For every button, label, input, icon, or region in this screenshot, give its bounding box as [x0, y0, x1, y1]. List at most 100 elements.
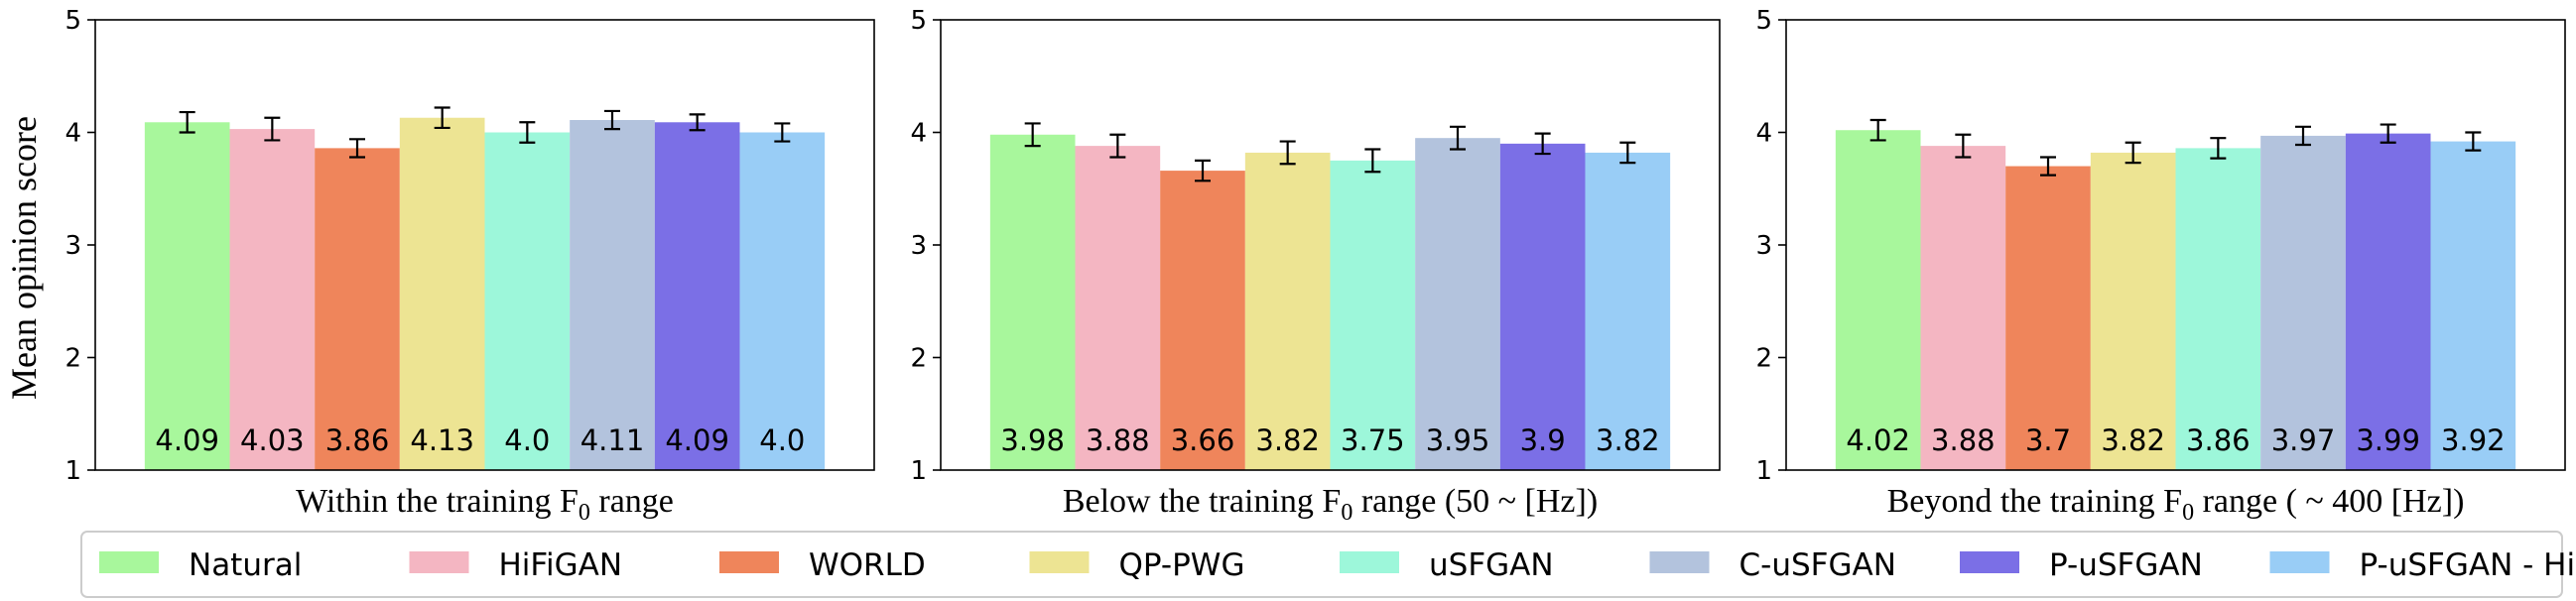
- error-bar: [1869, 118, 1886, 142]
- data-label: 3.82: [1596, 423, 1660, 457]
- y-axis-title: Mean opinion score: [4, 116, 44, 400]
- data-label: 4.09: [155, 423, 219, 457]
- legend-swatch: [409, 551, 469, 573]
- legend-label: C-uSFGAN: [1739, 547, 1896, 583]
- panel-2: 3.98 3.88 3.66 3.82 3.75 3.95 3.9 3.82 1 2 3 4 5 Belo…: [910, 6, 1721, 526]
- bar: [570, 120, 655, 470]
- error-bar: [2380, 123, 2396, 144]
- legend-entry: C-uSFGAN: [1649, 547, 1896, 583]
- error-bar: [519, 121, 536, 144]
- data-label: 3.82: [2101, 423, 2165, 457]
- bar: [144, 122, 230, 470]
- y-tick-label: 2: [910, 344, 927, 374]
- legend-swatch: [1340, 551, 1399, 573]
- error-bar: [2465, 131, 2482, 152]
- data-label: 4.09: [665, 423, 729, 457]
- bar: [229, 129, 316, 470]
- bar: [315, 148, 400, 470]
- bar: [2005, 166, 2091, 471]
- error-bar: [264, 116, 281, 142]
- error-bar: [1364, 148, 1381, 174]
- bar: [739, 132, 826, 470]
- x-axis-title: Beyond the training F0 range ( ~ 400 [Hz…: [1887, 483, 2465, 526]
- data-label: 3.98: [1000, 423, 1065, 457]
- data-label: 4.11: [580, 423, 645, 457]
- legend-label: Natural: [189, 547, 302, 583]
- legend-label: QP-PWG: [1119, 547, 1245, 583]
- data-label: 3.86: [2186, 423, 2251, 457]
- bar: [1244, 152, 1331, 470]
- chart-panels: 4.09 4.03 3.86 4.13 4.0 4.11 4.09 4.0 1 2 3 4 5 Withi…: [64, 6, 2566, 526]
- legend-entry: Natural: [99, 547, 302, 583]
- legend-swatch: [1029, 551, 1090, 573]
- legend-entry: P-uSFGAN - HiFi-D: [2269, 547, 2576, 583]
- legend-entry: P-uSFGAN: [1960, 547, 2203, 583]
- error-bar: [1279, 140, 1296, 166]
- bar: [1835, 130, 1921, 471]
- panel-1: 4.09 4.03 3.86 4.13 4.0 4.11 4.09 4.0 1 2 3 4 5 Withi…: [64, 6, 875, 526]
- error-bar: [1955, 133, 1972, 159]
- y-tick-label: 4: [910, 119, 927, 149]
- error-bar: [1619, 141, 1636, 165]
- bar: [1920, 146, 2006, 470]
- bar: [1330, 160, 1416, 470]
- bar: [2090, 152, 2176, 470]
- legend: Natural HiFiGAN WORLD QP-PWG uSFGAN C-uSFGAN P…: [80, 531, 2576, 598]
- error-bar: [2294, 125, 2311, 147]
- error-bar: [1534, 132, 1551, 156]
- error-bar: [603, 109, 620, 131]
- error-bar: [2125, 141, 2141, 165]
- data-label: 3.82: [1255, 423, 1320, 457]
- y-tick-label: 3: [910, 231, 927, 261]
- legend-label: WORLD: [809, 547, 926, 583]
- data-label: 4.0: [504, 423, 550, 457]
- bar: [484, 132, 571, 470]
- bar: [2430, 141, 2516, 470]
- y-tick-label: 5: [64, 6, 81, 36]
- data-label: 3.99: [2356, 423, 2420, 457]
- data-label: 3.92: [2441, 423, 2506, 457]
- bar: [1585, 152, 1671, 470]
- y-tick-label: 5: [1755, 6, 1772, 36]
- bar: [399, 117, 485, 471]
- legend-swatch: [99, 551, 159, 573]
- error-bar: [774, 122, 791, 143]
- error-bar: [349, 138, 366, 159]
- data-label: 4.13: [410, 423, 474, 457]
- bar: [2260, 135, 2346, 470]
- data-label: 4.03: [240, 423, 305, 457]
- y-tick-label: 2: [1755, 344, 1772, 374]
- bar: [989, 134, 1076, 470]
- x-axis-title: Within the training F0 range: [296, 483, 674, 526]
- legend-frame: [80, 531, 2563, 598]
- y-tick-label: 1: [910, 456, 927, 486]
- data-label: 3.88: [1931, 423, 1996, 457]
- data-label: 4.02: [1846, 423, 1910, 457]
- error-bar: [1024, 122, 1041, 148]
- error-bar: [689, 113, 706, 132]
- y-tick-label: 5: [910, 6, 927, 36]
- panel-3: 4.02 3.88 3.7 3.82 3.86 3.97 3.99 3.92 1 2 3 4 5 Beyo…: [1755, 6, 2566, 526]
- error-bar: [2040, 156, 2057, 177]
- legend-label: P-uSFGAN: [2049, 547, 2203, 583]
- legend-entry: uSFGAN: [1340, 547, 1554, 583]
- error-bar: [2210, 137, 2227, 160]
- bar: [1160, 171, 1245, 470]
- error-bar: [1109, 133, 1126, 159]
- data-label: 3.9: [1520, 423, 1566, 457]
- y-tick-label: 4: [64, 119, 81, 149]
- bar: [1415, 138, 1500, 471]
- y-tick-label: 2: [64, 344, 81, 374]
- legend-entry: QP-PWG: [1029, 547, 1245, 583]
- legend-label: uSFGAN: [1429, 547, 1554, 583]
- legend-entry: HiFiGAN: [409, 547, 623, 583]
- legend-label: HiFiGAN: [499, 547, 623, 583]
- error-bar: [1195, 159, 1212, 182]
- data-label: 3.88: [1086, 423, 1150, 457]
- y-tick-label: 1: [1755, 456, 1772, 486]
- y-tick-label: 1: [64, 456, 81, 486]
- y-tick-label: 3: [64, 231, 81, 261]
- bar: [2175, 148, 2261, 470]
- bar: [654, 122, 740, 470]
